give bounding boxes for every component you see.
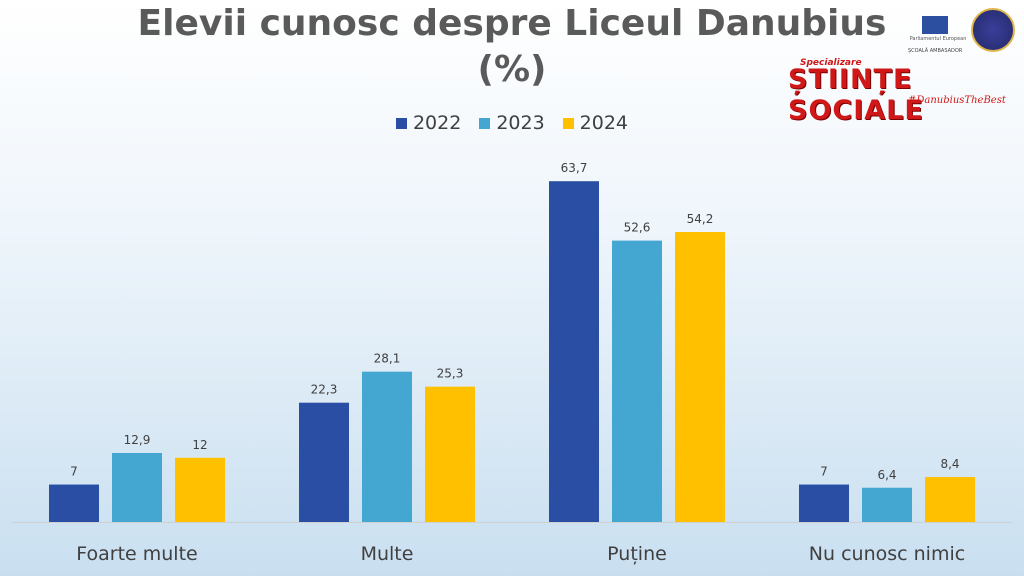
eu-logo-text: Parliamentul European <box>909 36 967 42</box>
bar-2024-0 <box>175 457 225 522</box>
bar-2023-1 <box>362 371 412 522</box>
data-label-2024-2: 54,2 <box>687 212 714 226</box>
legend-label-2022: 2022 <box>412 112 462 134</box>
chart-legend: 2022 2023 2024 <box>0 112 1024 134</box>
legend-item-2022: 2022 <box>395 112 462 134</box>
x-tick-label-1: Multe <box>361 543 414 565</box>
data-label-2022-3: 7 <box>820 465 828 479</box>
legend-swatch-2024 <box>562 117 574 129</box>
hashtag-text: #DanubiusTheBest <box>908 95 1006 106</box>
european-parliament-logo: Parliamentul European <box>908 12 966 54</box>
bar-2024-2 <box>675 232 725 522</box>
data-label-2022-2: 63,7 <box>561 161 588 175</box>
chart-title: Elevii cunosc despre Liceul Danubius <box>137 3 887 44</box>
bar-2022-0 <box>49 484 99 522</box>
logo-area: Parliamentul European ȘCOALĂ AMBASADOR S… <box>788 6 1018 126</box>
chart-subtitle: (%) <box>477 49 547 90</box>
bar-2022-3 <box>799 484 849 522</box>
bar-2024-3 <box>925 477 975 522</box>
legend-item-2024: 2024 <box>562 112 629 134</box>
x-tick-label-2: Puține <box>607 543 667 565</box>
legend-label-2023: 2023 <box>496 112 545 134</box>
specialization-title: ȘTIINȚE SOCIALE <box>788 64 924 126</box>
school-seal-icon <box>971 8 1015 52</box>
data-label-2023-3: 6,4 <box>877 468 896 482</box>
bar-2024-1 <box>425 386 475 522</box>
legend-swatch-2023 <box>479 117 491 129</box>
data-label-2023-2: 52,6 <box>624 221 651 235</box>
data-label-2024-1: 25,3 <box>437 367 464 381</box>
legend-label-2024: 2024 <box>579 112 629 134</box>
data-label-2022-1: 22,3 <box>311 383 338 397</box>
bar-2022-2 <box>549 181 599 522</box>
data-label-2022-0: 7 <box>70 465 78 479</box>
eu-flag-icon <box>922 16 948 34</box>
bar-2023-0 <box>112 452 162 522</box>
x-tick-label-3: Nu cunosc nimic <box>809 543 965 565</box>
bar-2022-1 <box>299 402 349 522</box>
data-label-2023-1: 28,1 <box>374 352 401 366</box>
specialization-label: Specializare <box>800 58 862 68</box>
bar-2023-3 <box>862 487 912 522</box>
data-label-2024-0: 12 <box>192 438 207 452</box>
x-tick-label-0: Foarte multe <box>76 543 197 565</box>
data-label-2023-0: 12,9 <box>124 433 151 447</box>
bar-2023-2 <box>612 240 662 522</box>
legend-swatch-2022 <box>395 117 407 129</box>
ambassador-school-text: ȘCOALĂ AMBASADOR <box>908 48 963 54</box>
legend-item-2023: 2023 <box>479 112 545 134</box>
data-label-2024-3: 8,4 <box>940 457 959 471</box>
